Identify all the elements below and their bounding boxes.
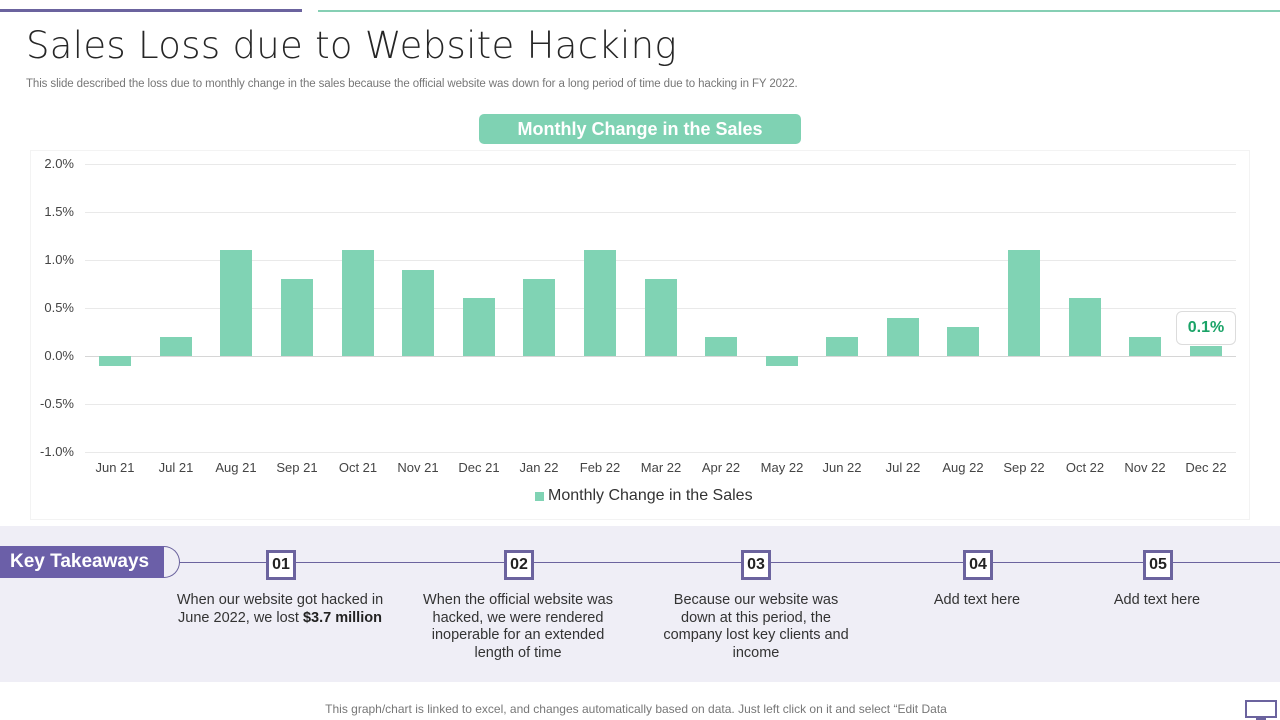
step-number-02: 02 (504, 550, 534, 580)
x-axis-tick-label: Feb 22 (579, 460, 621, 475)
x-axis-tick-label: Apr 22 (701, 460, 741, 475)
step-text-01: When our website got hacked in June 2022… (176, 592, 384, 626)
x-axis-tick-label: Jun 21 (95, 460, 135, 475)
y-axis-tick-label: 0.5% (44, 300, 74, 315)
step-number-05: 05 (1143, 550, 1173, 580)
bar-jun-21[interactable] (99, 356, 131, 366)
x-axis-tick-label: Sep 21 (276, 460, 318, 475)
bar-sep-21[interactable] (281, 279, 313, 356)
x-axis-tick-label: May 22 (760, 460, 804, 475)
legend-label: Monthly Change in the Sales (548, 487, 753, 504)
step-text-05: Add text here (1113, 592, 1201, 608)
gridline (85, 452, 1236, 453)
gridline (85, 212, 1236, 213)
monitor-stand-icon (1256, 717, 1266, 720)
bar-jul-21[interactable] (160, 337, 192, 356)
x-axis-tick-label: Aug 21 (215, 460, 257, 475)
step-number-01: 01 (266, 550, 296, 580)
gridline (85, 404, 1236, 405)
top-accent-line-purple (0, 9, 302, 12)
y-axis-tick-label: 1.0% (44, 252, 74, 267)
key-takeaways-label: Key Takeaways (0, 546, 164, 578)
y-axis-tick-label: 0.0% (44, 348, 74, 363)
bar-jan-22[interactable] (523, 279, 555, 356)
top-accent-line-green (318, 10, 1280, 12)
bar-jun-22[interactable] (826, 337, 858, 356)
gridline (85, 260, 1236, 261)
x-axis-tick-label: Sep 22 (1003, 460, 1045, 475)
y-axis-tick-label: 1.5% (44, 204, 74, 219)
chart-title-pill: Monthly Change in the Sales (479, 114, 801, 144)
key-takeaways-band (0, 526, 1280, 682)
x-axis-tick-label: Aug 22 (942, 460, 984, 475)
bar-may-22[interactable] (766, 356, 798, 366)
x-axis-tick-label: Nov 21 (397, 460, 439, 475)
slide-subtitle: This slide described the loss due to mon… (26, 78, 798, 90)
x-axis-tick-label: Oct 22 (1065, 460, 1105, 475)
bar-oct-22[interactable] (1069, 298, 1101, 356)
footer-note: This graph/chart is linked to excel, and… (325, 702, 947, 716)
step-text-04: Add text here (933, 592, 1021, 608)
y-axis-tick-label: -0.5% (40, 396, 74, 411)
x-axis-tick-label: Oct 21 (338, 460, 378, 475)
y-axis-tick-label: -1.0% (40, 444, 74, 459)
x-axis-tick-label: Jun 22 (822, 460, 862, 475)
bar-apr-22[interactable] (705, 337, 737, 356)
legend-swatch (535, 491, 544, 501)
step-text-02: When the official website was hacked, we… (423, 592, 613, 661)
step-number-03: 03 (741, 550, 771, 580)
data-label-dec-22: 0.1% (1176, 311, 1236, 345)
timeline-line (170, 562, 1280, 563)
x-axis-tick-label: Dec 21 (458, 460, 500, 475)
x-axis-tick-label: Dec 22 (1185, 460, 1227, 475)
step-number-04: 04 (963, 550, 993, 580)
bar-jul-22[interactable] (887, 318, 919, 356)
y-axis-tick-label: 2.0% (44, 156, 74, 171)
bar-dec-22[interactable] (1190, 346, 1222, 356)
bar-aug-21[interactable] (220, 250, 252, 356)
gridline (85, 356, 1236, 357)
gridline (85, 164, 1236, 165)
bar-sep-22[interactable] (1008, 250, 1040, 356)
monitor-icon[interactable] (1245, 700, 1277, 718)
slide-title: Sales Loss due to Website Hacking (26, 24, 677, 67)
x-axis-tick-label: Jan 22 (519, 460, 559, 475)
x-axis-tick-label: Nov 22 (1124, 460, 1166, 475)
bar-aug-22[interactable] (947, 327, 979, 356)
bar-feb-22[interactable] (584, 250, 616, 356)
step-text-03: Because our website was down at this per… (663, 592, 849, 661)
x-axis-tick-label: Jul 21 (158, 460, 194, 475)
bar-nov-22[interactable] (1129, 337, 1161, 356)
bar-dec-21[interactable] (463, 298, 495, 356)
bar-nov-21[interactable] (402, 270, 434, 356)
x-axis-tick-label: Mar 22 (640, 460, 682, 475)
chart-legend: Monthly Change in the Sales (535, 487, 753, 505)
bar-mar-22[interactable] (645, 279, 677, 356)
bar-oct-21[interactable] (342, 250, 374, 356)
x-axis-tick-label: Jul 22 (885, 460, 921, 475)
